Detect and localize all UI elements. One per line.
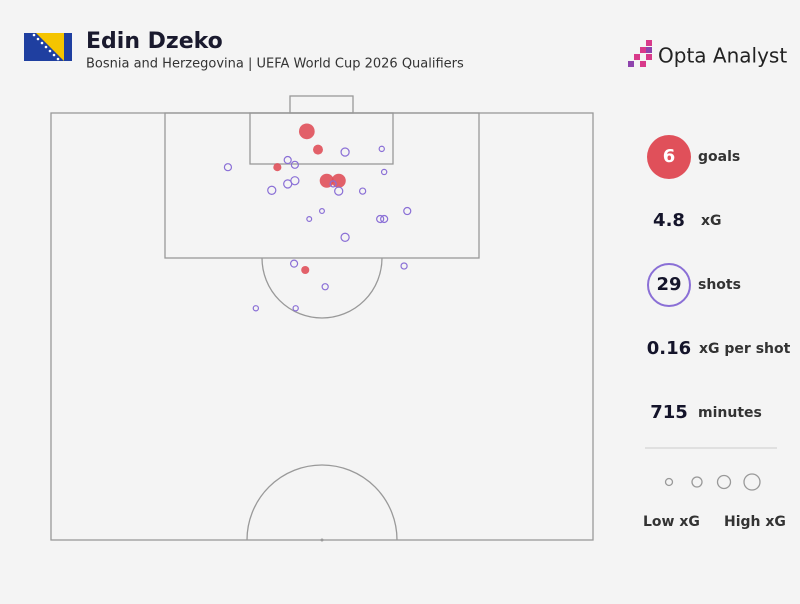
shot bbox=[321, 283, 329, 291]
goal-shot bbox=[298, 123, 315, 140]
brand: Opta Analyst bbox=[658, 44, 787, 68]
stat-value: 715 bbox=[650, 402, 688, 423]
shot bbox=[283, 179, 293, 189]
goal-shot bbox=[331, 173, 346, 188]
shot bbox=[376, 214, 385, 224]
shot bbox=[334, 186, 344, 196]
stat-label: shots bbox=[698, 277, 741, 293]
shot bbox=[400, 262, 408, 270]
shot bbox=[403, 206, 412, 216]
shot bbox=[267, 185, 277, 195]
goals-badge bbox=[647, 135, 691, 179]
shot bbox=[318, 208, 325, 215]
goal-shot bbox=[313, 144, 323, 155]
shot bbox=[292, 305, 299, 312]
pitch bbox=[50, 95, 594, 542]
size-legend bbox=[664, 473, 761, 491]
legend-low: Low xG bbox=[643, 514, 700, 530]
legend-high: High xG bbox=[724, 514, 786, 530]
shot bbox=[340, 232, 350, 242]
logo-mark bbox=[628, 40, 652, 67]
stat-value: 29 bbox=[656, 274, 681, 295]
shot bbox=[378, 145, 385, 153]
shots-badge bbox=[647, 263, 691, 307]
goal-shot bbox=[273, 163, 282, 172]
title: Edin Dzeko bbox=[86, 29, 223, 54]
stat-label: minutes bbox=[698, 405, 762, 421]
shot bbox=[252, 305, 260, 312]
stat-label: goals bbox=[698, 149, 740, 165]
shot bbox=[380, 168, 388, 176]
shot bbox=[380, 214, 389, 224]
stat-label: xG per shot bbox=[699, 341, 791, 357]
shot bbox=[289, 259, 299, 268]
shot bbox=[283, 155, 292, 165]
stat-label: xG bbox=[701, 213, 722, 229]
shot bbox=[358, 187, 367, 195]
shot bbox=[306, 216, 313, 223]
shot bbox=[223, 163, 233, 172]
subtitle: Bosnia and Herzegovina | UEFA World Cup … bbox=[86, 57, 464, 72]
shot bbox=[329, 180, 337, 188]
goal-shot bbox=[301, 265, 310, 275]
flag bbox=[24, 33, 72, 61]
shot bbox=[290, 160, 299, 169]
stat-value: 0.16 bbox=[647, 338, 691, 359]
stat-value: 4.8 bbox=[653, 210, 685, 231]
stat-value: 6 bbox=[663, 146, 676, 167]
shot bbox=[340, 147, 350, 157]
